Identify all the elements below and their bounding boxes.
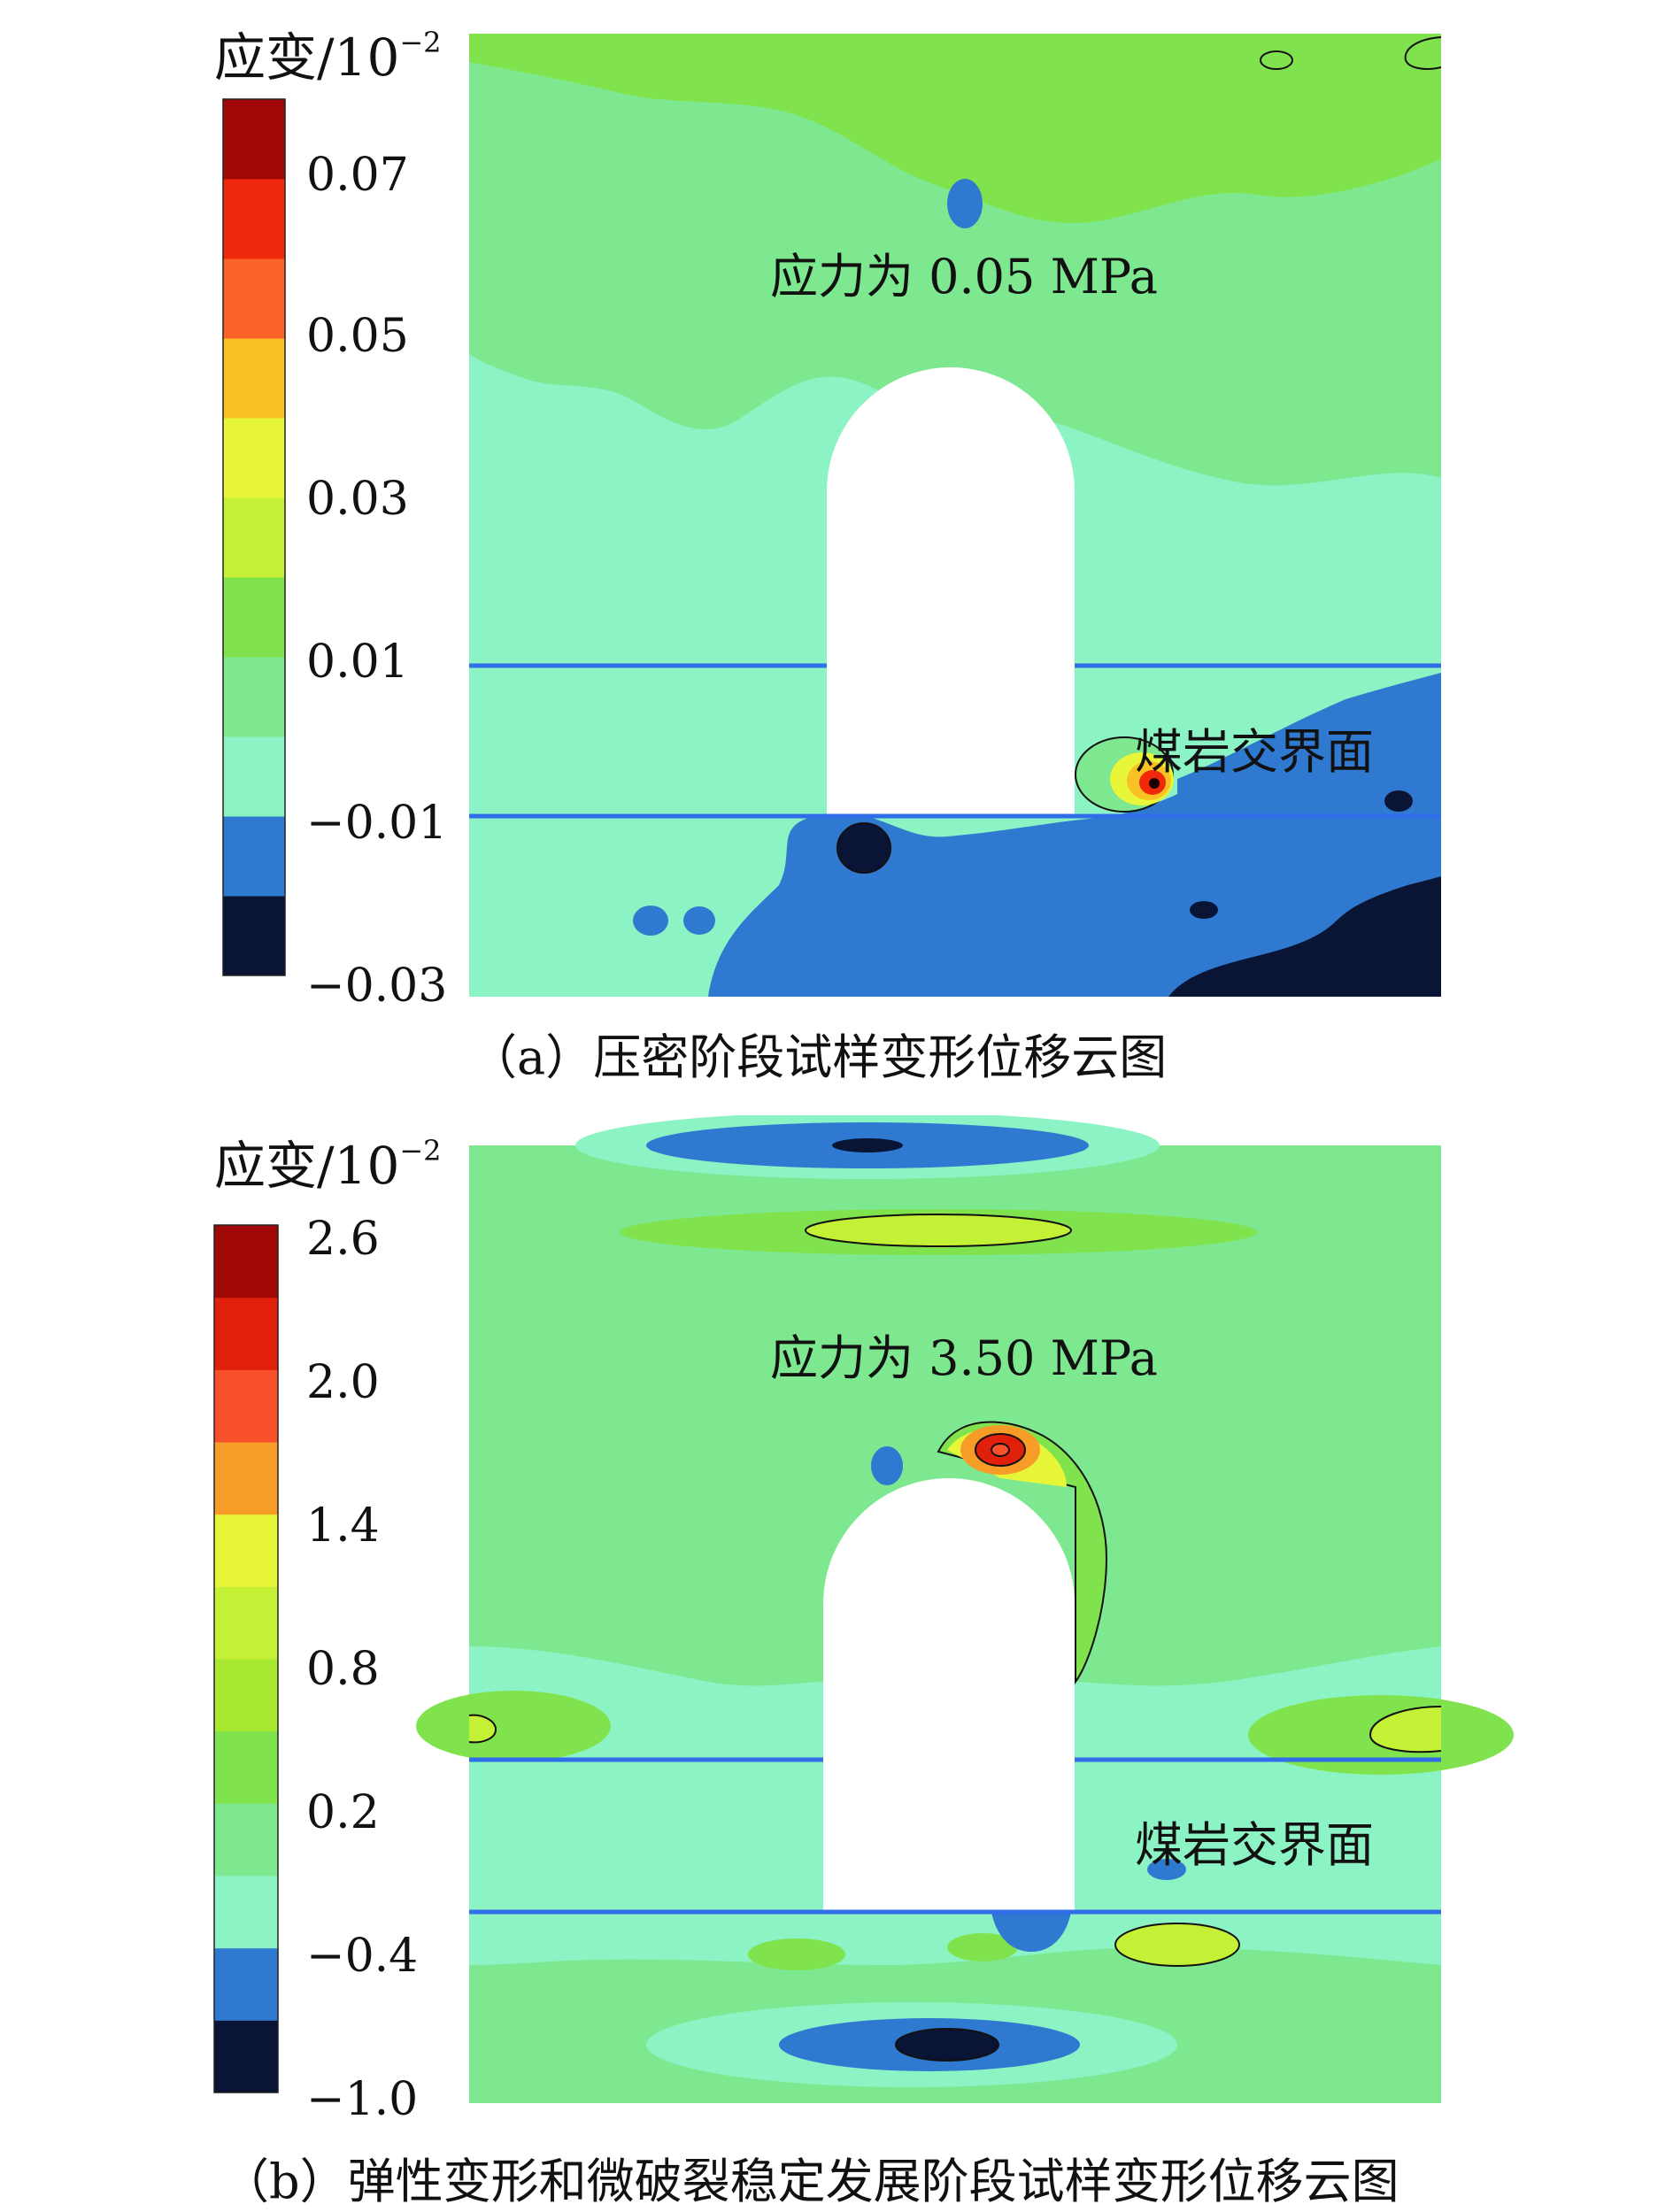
strain-contour-plot-b — [213, 1115, 1514, 2103]
roadway-opening — [823, 1478, 1075, 1912]
strain-region-yellowgreen — [805, 1214, 1072, 1247]
strain-region-yellowgreen — [1114, 1923, 1240, 1967]
colorbar-segment — [223, 816, 285, 897]
strain-region-lime — [947, 1933, 1018, 1962]
colorbar-frame — [213, 1224, 279, 2093]
colorbar-tick-label: 0.2 — [306, 1786, 380, 1839]
colorbar-segment — [214, 1947, 278, 2021]
interface-label: 煤岩交界面 — [1135, 1817, 1374, 1873]
strain-region-lime — [748, 1938, 845, 1970]
colorbar-title: 应变/10−2 — [214, 1134, 442, 1196]
colorbar-tick-label: −0.4 — [306, 1930, 419, 1983]
colorbar-segment — [223, 258, 285, 339]
colorbar-segment — [214, 2020, 278, 2093]
colorbar-segment — [223, 896, 285, 976]
colorbar-b — [213, 1224, 279, 2093]
colorbar-tick-label: −0.03 — [306, 960, 448, 1013]
colorbar-tick-label: −0.01 — [306, 797, 448, 850]
strain-region-lime-left — [416, 1691, 611, 1761]
colorbar-segment — [214, 1514, 278, 1587]
figure-panel-a: 应变/10−2 0.07 0.05 0.03 0.01 −0.01 −0.03 … — [0, 0, 1673, 1098]
stress-label: 应力为 3.50 MPa — [770, 1330, 1158, 1386]
strain-spot-navy — [1384, 790, 1413, 812]
colorbar-segment — [223, 418, 285, 498]
contour-map-a — [469, 34, 1442, 997]
colorbar-tick-label: 2.0 — [306, 1356, 380, 1409]
strain-region-navy-bottom — [895, 2028, 999, 2062]
colorbar-tick-label: 0.07 — [306, 149, 409, 202]
roadway-opening — [827, 367, 1075, 816]
strain-hotspot-core — [1149, 778, 1160, 789]
figure-panel-b: 应变/10−2 2.6 2.0 1.4 0.8 0.2 −0.4 −1.0 应力… — [0, 1115, 1673, 2212]
colorbar-segment — [214, 1803, 278, 1877]
strain-spot-navy — [1190, 901, 1218, 919]
colorbar-segment — [223, 179, 285, 259]
figure-caption: （a）压密阶段试样变形位移云图 — [469, 1029, 1168, 1085]
strain-region-navy — [1168, 876, 1441, 997]
strain-region-lime — [469, 34, 1441, 223]
colorbar-tick-label: −1.0 — [306, 2073, 419, 2126]
strain-spot-navy — [836, 822, 891, 874]
colorbar-title: 应变/10−2 — [214, 26, 442, 88]
contour-line — [1404, 36, 1442, 70]
strain-spot-blue — [633, 906, 668, 936]
colorbar-segment — [214, 1225, 278, 1299]
colorbar-segment — [214, 1297, 278, 1370]
strain-region-blue-right — [1177, 673, 1441, 823]
strain-region-blue-below — [991, 1912, 1071, 1952]
colorbar-tick-label: 0.03 — [306, 473, 409, 526]
strain-spot-blue — [871, 1446, 903, 1485]
stress-label: 应力为 0.05 MPa — [770, 249, 1158, 304]
colorbar-tick-label: 0.05 — [306, 310, 409, 363]
colorbar-tick-label: 0.8 — [306, 1643, 380, 1696]
strain-region-navy — [832, 1138, 903, 1152]
colorbar-frame — [222, 98, 286, 976]
colorbar-tick-label: 0.01 — [306, 636, 409, 689]
colorbar-a — [222, 98, 286, 976]
strain-spot-blue — [683, 906, 715, 935]
colorbar-segment — [223, 338, 285, 419]
interface-label: 煤岩交界面 — [1135, 724, 1374, 780]
contour-map-b — [416, 1115, 1514, 2103]
colorbar-segment — [214, 1876, 278, 1949]
colorbar-tick-label: 2.6 — [306, 1213, 380, 1266]
strain-contour-plot-a — [222, 34, 1442, 997]
colorbar-segment — [223, 99, 285, 180]
figure-caption: （b）弹性变形和微破裂稳定发展阶段试样变形位移云图 — [221, 2154, 1399, 2209]
colorbar-segment — [214, 1369, 278, 1443]
contour-line — [1368, 1706, 1442, 1753]
colorbar-segment — [223, 497, 285, 578]
colorbar-segment — [223, 577, 285, 658]
strain-spot-blue-top — [947, 179, 983, 228]
colorbar-segment — [214, 1586, 278, 1660]
contour-line — [1260, 50, 1293, 70]
colorbar-segment — [214, 1730, 278, 1804]
strain-hotspot-core — [991, 1443, 1010, 1457]
contour-line — [468, 1714, 497, 1744]
colorbar-segment — [223, 736, 285, 817]
colorbar-segment — [223, 657, 285, 737]
strain-spot-blue — [1147, 1859, 1186, 1880]
colorbar-segment — [214, 1659, 278, 1732]
colorbar-segment — [214, 1442, 278, 1515]
colorbar-tick-label: 1.4 — [306, 1499, 380, 1553]
